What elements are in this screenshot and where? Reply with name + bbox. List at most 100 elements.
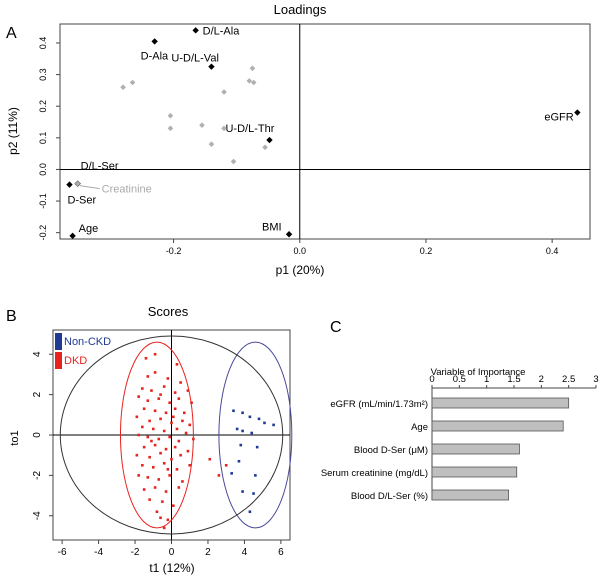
scores-point-dkd: [148, 419, 151, 423]
loadings-point-label: U-D/L-Thr: [225, 123, 274, 135]
importance-tick-label: 3: [593, 374, 598, 385]
scores-point-dkd: [166, 468, 170, 471]
loadings-point: [208, 141, 215, 147]
scores-point-dkd: [151, 427, 155, 431]
loadings-y-tick-label: -0.1: [38, 193, 48, 209]
scores-point-dkd: [146, 375, 150, 378]
loadings-creatinine-leader-line: [79, 185, 100, 190]
scores-x-tick-label: 0: [169, 547, 175, 558]
loadings-point: [199, 122, 205, 128]
scores-point-dkd: [175, 427, 179, 431]
scores-point-dkd: [157, 478, 161, 481]
scores-point-dkd: [164, 447, 168, 451]
loadings-point: [221, 89, 227, 95]
loadings-y-label: p2 (11%): [6, 107, 20, 155]
loadings-chart: Loadings -0.2 0.0 0.2 0.4 -0.2 -0.1 0.0 0.1 0.2 0…: [6, 2, 591, 277]
scores-x-tick-label: 6: [278, 547, 284, 558]
scores-point-dkd: [182, 411, 186, 415]
loadings-point: [151, 38, 158, 45]
importance-bar: [431, 397, 570, 409]
scores-point-non-ckd: [254, 474, 257, 477]
scores-point-dkd: [157, 437, 161, 441]
loadings-point: [230, 158, 237, 165]
scores-point-dkd: [186, 449, 190, 453]
loadings-point: [120, 84, 126, 91]
scores-y-tick-label: 0: [32, 432, 43, 438]
scores-point-dkd: [155, 510, 159, 514]
scores-x-tick-label: -6: [58, 547, 67, 558]
scores-point-dkd: [151, 466, 155, 469]
importance-tick-label: 0: [429, 374, 434, 385]
loadings-point: [266, 136, 273, 144]
scores-point-dkd: [148, 455, 151, 459]
panel-label-a: A: [6, 25, 17, 42]
loadings-plot-frame: [59, 23, 591, 240]
loadings-point: [246, 78, 253, 84]
scores-y-tick-label: -2: [32, 471, 43, 480]
importance-category-label: Blood D/L-Ser (%): [351, 491, 428, 502]
scores-point-dkd: [166, 377, 170, 380]
scores-point-dkd: [153, 371, 157, 374]
scores-x-tick-label: 2: [205, 547, 211, 558]
scores-point-dkd: [208, 457, 212, 461]
scores-point-dkd: [168, 435, 171, 439]
scores-point-dkd: [137, 474, 140, 477]
scores-point-dkd: [159, 417, 162, 421]
scores-point-dkd: [166, 518, 170, 522]
scores-point-dkd: [137, 433, 140, 437]
scores-ellipse-non-ckd: [218, 341, 293, 529]
loadings-point: [129, 79, 136, 86]
scores-point-dkd: [162, 461, 166, 465]
importance-category-label: eGFR (mL/min/1.73m²): [330, 399, 428, 410]
scores-point-dkd: [179, 381, 182, 384]
loadings-y-tick-label: 0.1: [38, 132, 48, 145]
scores-point-non-ckd: [235, 427, 239, 431]
scores-point-dkd: [148, 498, 151, 501]
importance-bar: [431, 443, 520, 455]
scores-ellipse-dkd: [119, 341, 194, 529]
scores-ellipse-overall: [59, 335, 284, 535]
scores-y-label: to1: [9, 430, 21, 445]
scores-point-dkd: [135, 415, 139, 419]
importance-tick-label: 0.5: [453, 374, 466, 385]
scores-point-dkd: [146, 435, 150, 439]
scores-point-dkd: [162, 526, 166, 530]
loadings-point-label: D-Ala: [141, 50, 169, 62]
loadings-y-tick-label: 0.3: [38, 68, 48, 81]
scores-point-dkd: [146, 476, 150, 479]
importance-category-label: Age: [411, 422, 428, 433]
scores-point-dkd: [181, 419, 184, 423]
scores-point-dkd: [186, 389, 190, 392]
scores-point-non-ckd: [263, 421, 266, 425]
importance-bar: [431, 466, 518, 478]
scores-point-dkd: [153, 443, 157, 447]
scores-point-non-ckd: [241, 411, 244, 415]
scores-point-non-ckd: [241, 429, 244, 433]
scores-point-dkd: [172, 415, 175, 419]
importance-category-label: Blood D-Ser (μM): [354, 445, 428, 456]
loadings-point: [208, 63, 215, 70]
scores-point-non-ckd: [250, 431, 254, 435]
scores-point-dkd: [146, 399, 150, 402]
loadings-x-tick-label: 0.2: [420, 246, 433, 256]
scores-point-dkd: [144, 356, 148, 360]
scores-chart: Scores -6 -4 -2 0 2 4 6 -4 -2 0 2 4 Non-CKD DKD t1 (1…: [9, 304, 293, 575]
scores-point-dkd: [159, 393, 162, 396]
scores-point-dkd: [170, 421, 173, 425]
scores-y-tick-label: 4: [32, 351, 43, 357]
scores-point-dkd: [224, 463, 228, 467]
importance-category-label: Serum creatinine (mg/dL): [321, 468, 428, 479]
importance-tick-label: 2: [539, 374, 544, 385]
scores-point-non-ckd: [252, 492, 255, 495]
scores-point-dkd: [173, 445, 177, 449]
scores-point-dkd: [164, 490, 168, 493]
scores-point-non-ckd: [248, 415, 252, 419]
importance-tick-label: 2.5: [562, 374, 575, 385]
scores-point-non-ckd: [232, 409, 235, 413]
scores-point-dkd: [170, 457, 173, 461]
loadings-point: [69, 232, 76, 240]
scores-point-non-ckd: [239, 443, 243, 447]
scores-point-dkd: [162, 429, 166, 433]
loadings-y-tick-label: 0.4: [38, 37, 48, 50]
scores-point-dkd: [217, 474, 221, 477]
